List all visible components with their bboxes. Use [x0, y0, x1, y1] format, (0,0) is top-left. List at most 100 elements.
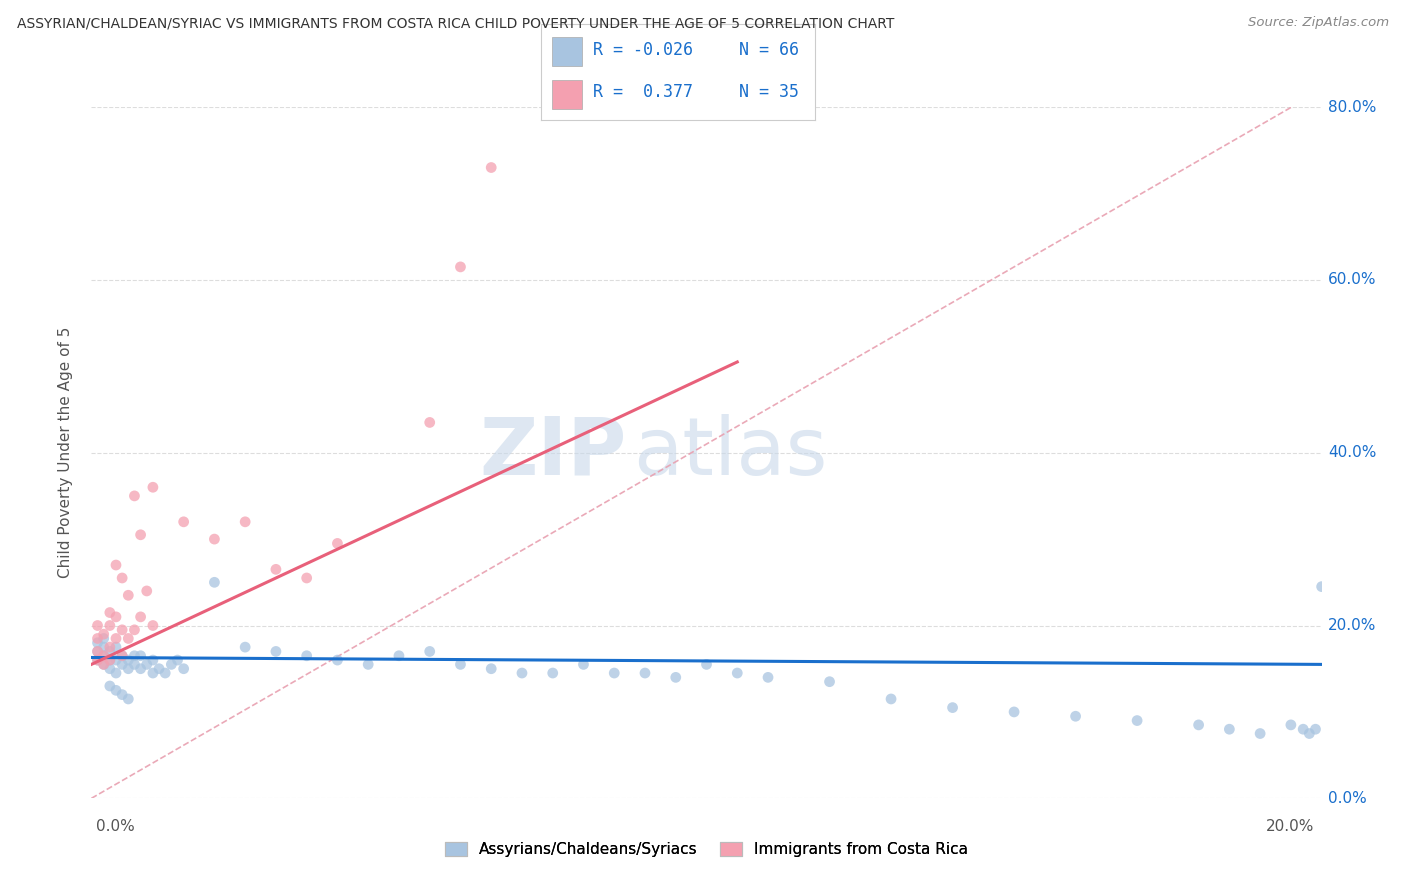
Point [98, 653, 121, 667]
Point [142, 480, 165, 494]
Point [98, 644, 121, 658]
Point [124, 623, 146, 637]
Point [202, 532, 225, 546]
Point [510, 666, 533, 681]
Point [388, 648, 411, 663]
Point [124, 489, 146, 503]
Text: 0.0%: 0.0% [96, 820, 135, 834]
Point [105, 666, 127, 681]
Legend: Assyrians/Chaldeans/Syriacs, Immigrants from Costa Rica: Assyrians/Chaldeans/Syriacs, Immigrants … [439, 836, 974, 863]
Point [93, 657, 115, 672]
Y-axis label: Child Poverty Under the Age of 5: Child Poverty Under the Age of 5 [58, 327, 73, 578]
Point [419, 644, 441, 658]
Point [86, 636, 108, 650]
Point [1292, 723, 1315, 737]
Point [479, 161, 502, 175]
Point [124, 648, 146, 663]
Point [86, 618, 108, 632]
Point [449, 657, 471, 672]
Point [98, 662, 121, 676]
Text: 60.0%: 60.0% [1327, 272, 1376, 287]
Text: R =  0.377: R = 0.377 [593, 83, 693, 101]
Point [818, 674, 841, 689]
Point [105, 653, 127, 667]
Text: ASSYRIAN/CHALDEAN/SYRIAC VS IMMIGRANTS FROM COSTA RICA CHILD POVERTY UNDER THE A: ASSYRIAN/CHALDEAN/SYRIAC VS IMMIGRANTS F… [17, 16, 894, 30]
Point [111, 657, 134, 672]
Point [202, 575, 225, 590]
Point [86, 653, 108, 667]
Point [173, 662, 195, 676]
Point [326, 536, 349, 550]
Point [419, 416, 441, 430]
Point [696, 657, 718, 672]
Text: 40.0%: 40.0% [1327, 445, 1376, 460]
Text: atlas: atlas [633, 414, 827, 491]
Point [572, 657, 595, 672]
Point [111, 623, 134, 637]
Point [326, 653, 349, 667]
Text: N = 35: N = 35 [738, 83, 799, 101]
Point [1310, 580, 1333, 594]
Point [1002, 705, 1025, 719]
Point [86, 632, 108, 646]
Point [93, 640, 115, 654]
Point [111, 688, 134, 702]
Point [111, 571, 134, 585]
Point [98, 653, 121, 667]
Point [117, 653, 139, 667]
Point [117, 692, 139, 706]
Point [135, 583, 157, 598]
Text: 20.0%: 20.0% [1327, 618, 1376, 633]
Point [98, 606, 121, 620]
Point [105, 683, 127, 698]
FancyBboxPatch shape [553, 37, 582, 65]
Point [295, 571, 318, 585]
Point [1298, 726, 1320, 740]
Point [86, 644, 108, 658]
Point [880, 692, 903, 706]
Point [142, 653, 165, 667]
Point [479, 662, 502, 676]
Point [1279, 718, 1302, 732]
Point [98, 640, 121, 654]
Point [129, 662, 152, 676]
Point [449, 260, 471, 274]
Point [153, 666, 177, 681]
Point [135, 657, 157, 672]
Point [142, 618, 165, 632]
Point [111, 648, 134, 663]
Point [93, 648, 115, 663]
Point [86, 644, 108, 658]
Point [111, 648, 134, 663]
Point [105, 610, 127, 624]
Text: 0.0%: 0.0% [1327, 791, 1367, 805]
Point [1218, 723, 1240, 737]
Point [1064, 709, 1087, 723]
Point [93, 632, 115, 646]
Point [756, 670, 779, 684]
Point [142, 666, 165, 681]
FancyBboxPatch shape [553, 80, 582, 109]
Point [124, 657, 146, 672]
Point [942, 700, 965, 714]
Point [98, 618, 121, 632]
Text: 80.0%: 80.0% [1327, 100, 1376, 114]
Text: 20.0%: 20.0% [1267, 820, 1315, 834]
Point [148, 662, 170, 676]
Point [105, 558, 127, 572]
Point [105, 640, 127, 654]
Point [264, 562, 287, 576]
Text: ZIP: ZIP [479, 414, 627, 491]
Point [93, 657, 115, 672]
Point [117, 662, 139, 676]
Point [665, 670, 688, 684]
Point [233, 515, 256, 529]
Point [166, 653, 188, 667]
Point [129, 528, 152, 542]
Point [1126, 714, 1149, 728]
Point [634, 666, 657, 681]
Point [1187, 718, 1209, 732]
Point [98, 679, 121, 693]
Point [160, 657, 183, 672]
Point [129, 648, 152, 663]
